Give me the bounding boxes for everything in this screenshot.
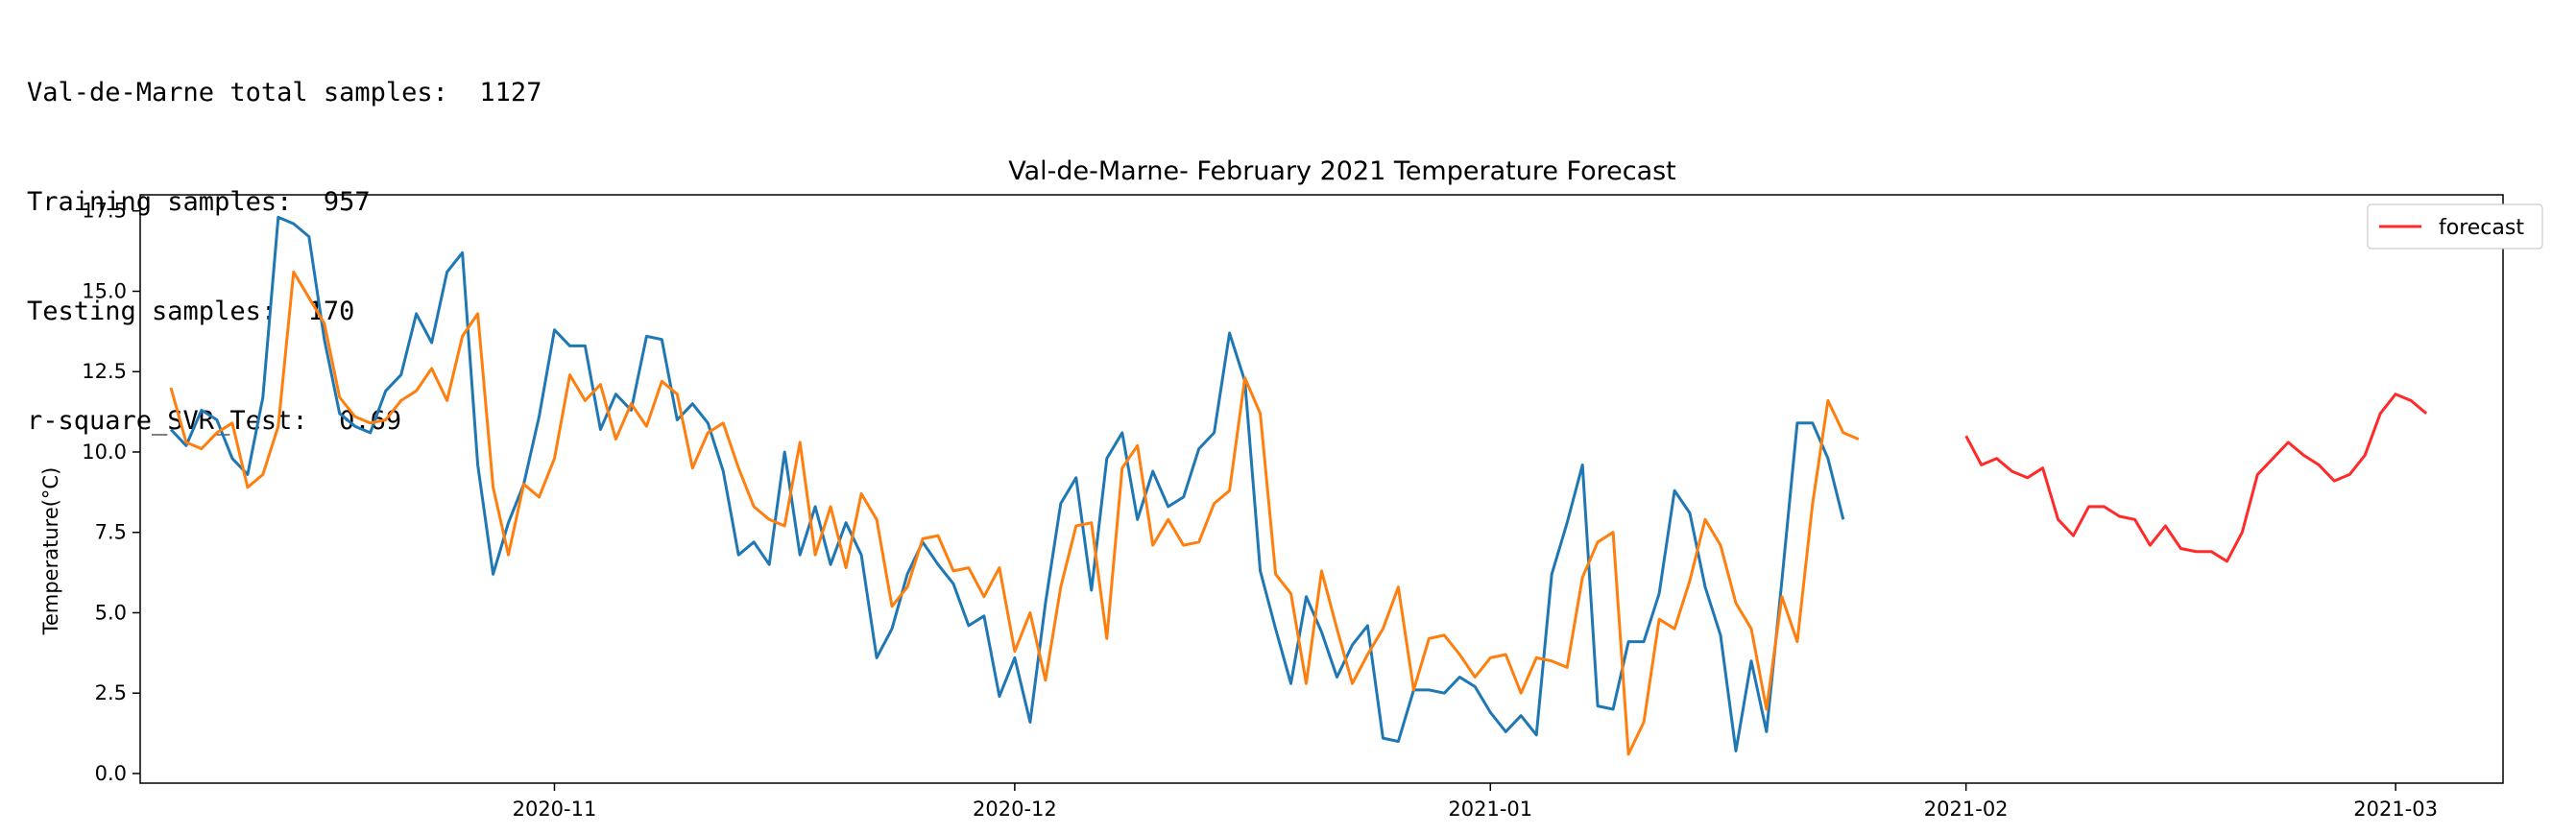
x-tick-label: 2021-02 [1924,798,2009,821]
chart-title: Val-de-Marne- February 2021 Temperature … [1008,156,1676,186]
y-axis-label: Temperature(°C) [39,467,62,636]
console-line-training-samples: Training samples: 957 [27,184,542,221]
y-tick-label: 12.5 [82,360,127,383]
y-tick-label: 15.0 [82,279,127,302]
y-tick-label: 7.5 [95,521,127,544]
legend: forecast [2367,203,2543,250]
y-axis: 0.0 2.5 5.0 7.5 10.0 12.5 15.0 17.5 [82,200,140,785]
x-tick-label: 2020-12 [973,798,1057,821]
y-tick-label: 5.0 [95,601,127,624]
series-line-forecast [1964,393,2428,563]
y-tick-label: 10.0 [82,441,127,464]
series-layer [169,215,2428,756]
series-line-1 [169,215,1845,752]
console-output: Val-de-Marne total samples: 1127 Trainin… [27,2,542,476]
plot-frame [139,194,2504,784]
console-value: 1127 [479,78,542,107]
x-tick-label: 2021-03 [2353,798,2438,821]
console-label: Training samples: [27,187,293,217]
temperature-forecast-chart: Val-de-Marne- February 2021 Temperature … [39,156,2543,821]
console-label: Val-de-Marne total samples: [27,78,448,107]
x-axis: 2020-11 2020-12 2021-01 2021-02 2021-03 [513,783,2438,821]
x-tick-label: 2020-11 [513,798,597,821]
y-tick-label: 17.5 [82,200,127,223]
x-tick-label: 2021-01 [1448,798,1532,821]
y-tick-label: 2.5 [95,681,127,704]
y-tick-label: 0.0 [95,762,127,785]
legend-label-forecast: forecast [2439,216,2524,240]
console-line-total-samples: Val-de-Marne total samples: 1127 [27,75,542,111]
series-line-2 [169,270,1860,756]
console-label: Testing samples: [27,297,277,326]
console-value: 957 [323,187,371,217]
console-line-testing-samples: Testing samples: 170 [27,294,542,330]
legend-box [2367,203,2543,250]
